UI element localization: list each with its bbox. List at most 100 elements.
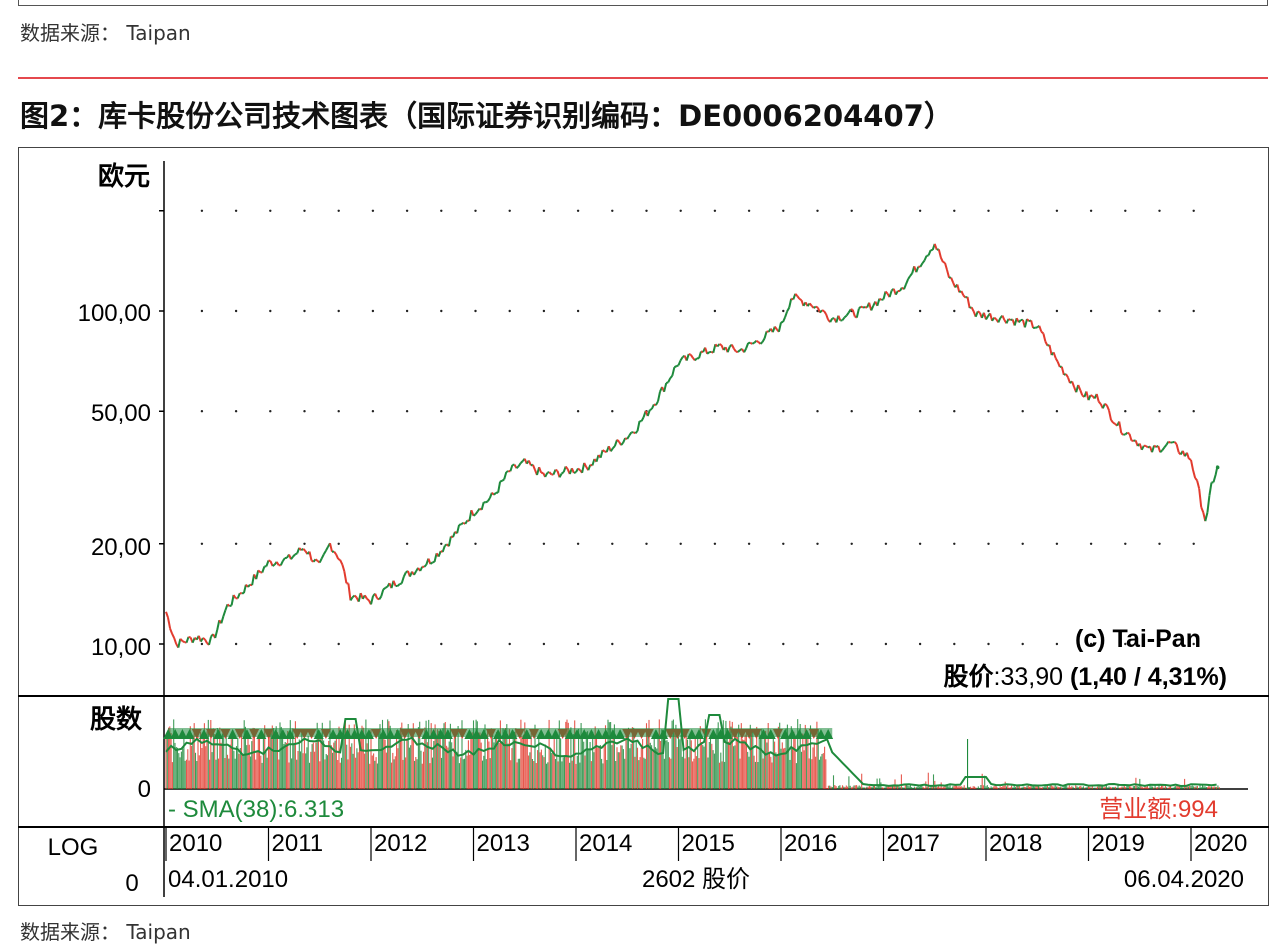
price-segment [712,344,717,353]
grid-dot [884,410,888,413]
price-segment [531,464,536,471]
price-segment [169,628,174,635]
price-segment [1185,452,1190,460]
price-segment [796,295,801,300]
grid-dot [1055,542,1059,545]
price-segment [281,557,286,562]
price-segment [255,570,260,580]
grid-dot [269,542,272,545]
price-segment [921,259,926,264]
price-segment [558,473,563,478]
start-date-label: 04.01.2010 [168,866,288,893]
price-segment [444,543,448,547]
price-segment [1163,444,1168,449]
price-segment [485,500,489,504]
grid-dot [269,642,272,646]
grid-dot [371,309,375,313]
grid-dot [850,209,853,212]
price-segment [1001,315,1006,321]
turnover-label: 营业额:994 [1099,796,1218,823]
price-segment [628,431,633,437]
price-segment [462,521,466,525]
price-segment [399,582,403,586]
price-segment [613,439,618,447]
price-segment [335,553,340,560]
year-label-2013: 2013 [477,830,530,857]
price-segment [308,551,313,561]
price-segment [667,377,672,383]
price-segment [933,243,938,251]
price-segment [743,348,747,353]
price-segment [919,262,924,268]
price-segment [236,592,241,599]
grid-dot [1089,209,1093,212]
price-segment [808,302,813,307]
price-segment [1204,512,1209,522]
price-segment [907,275,911,280]
grid-dot [371,542,375,545]
grid-dot [987,642,990,646]
price-segment [843,314,848,319]
price-segment [1026,318,1030,322]
price-segment [366,597,370,602]
grid-dot [542,209,546,212]
price-segment [903,283,907,290]
grid-dot [850,642,853,646]
price-segment [1151,445,1156,453]
price-segment [333,551,337,555]
grid-dot [371,410,375,413]
price-segment [171,633,176,639]
price-segment [587,464,592,471]
price-segment [497,481,502,493]
price-segment [480,502,485,511]
price-segment [374,593,379,599]
price-segment [960,290,965,296]
grid-dot [337,410,340,413]
price-segment [1133,439,1136,442]
grid-dot [576,410,580,413]
price-segment [1196,480,1201,490]
grid-dot [337,542,340,545]
price-segment [944,262,948,271]
price-segment [649,408,653,411]
grid-dot [850,542,853,545]
price-segment [676,364,679,368]
price-segment [378,595,383,600]
price-segment [966,296,971,309]
price-segment [208,636,213,646]
grid-dot [1124,309,1127,313]
price-segment [1128,433,1133,441]
price-segment [464,519,469,525]
price-segment [202,637,206,641]
price-segment [519,460,524,464]
price-segment [1194,477,1198,482]
sma-line [165,698,1217,788]
price-segment [1038,325,1043,332]
grid-dot [953,642,956,646]
grid-dot [987,410,990,413]
price-segment [888,290,893,298]
grid-dot [440,542,443,545]
price-segment [1157,445,1162,453]
price-segment [275,561,280,566]
price-segment [544,472,549,478]
price-segment [396,583,401,587]
grid-dot [542,542,546,545]
price-segment [548,471,553,476]
price-segment [923,255,928,261]
grid-dot [1055,209,1059,212]
price-segment [1048,344,1053,356]
volume-zero-label: 0 [138,776,151,803]
grid-dot [713,410,717,413]
price-segment [870,305,875,311]
grid-dot [782,642,785,646]
price-segment [1052,351,1057,359]
price-segment [229,604,232,608]
price-segment [761,337,766,343]
price-segment [823,310,827,315]
price-segment [905,278,910,285]
grid-dot [884,542,888,545]
price-segment [718,343,723,347]
price-segment [657,391,661,402]
price-segment [517,462,522,467]
